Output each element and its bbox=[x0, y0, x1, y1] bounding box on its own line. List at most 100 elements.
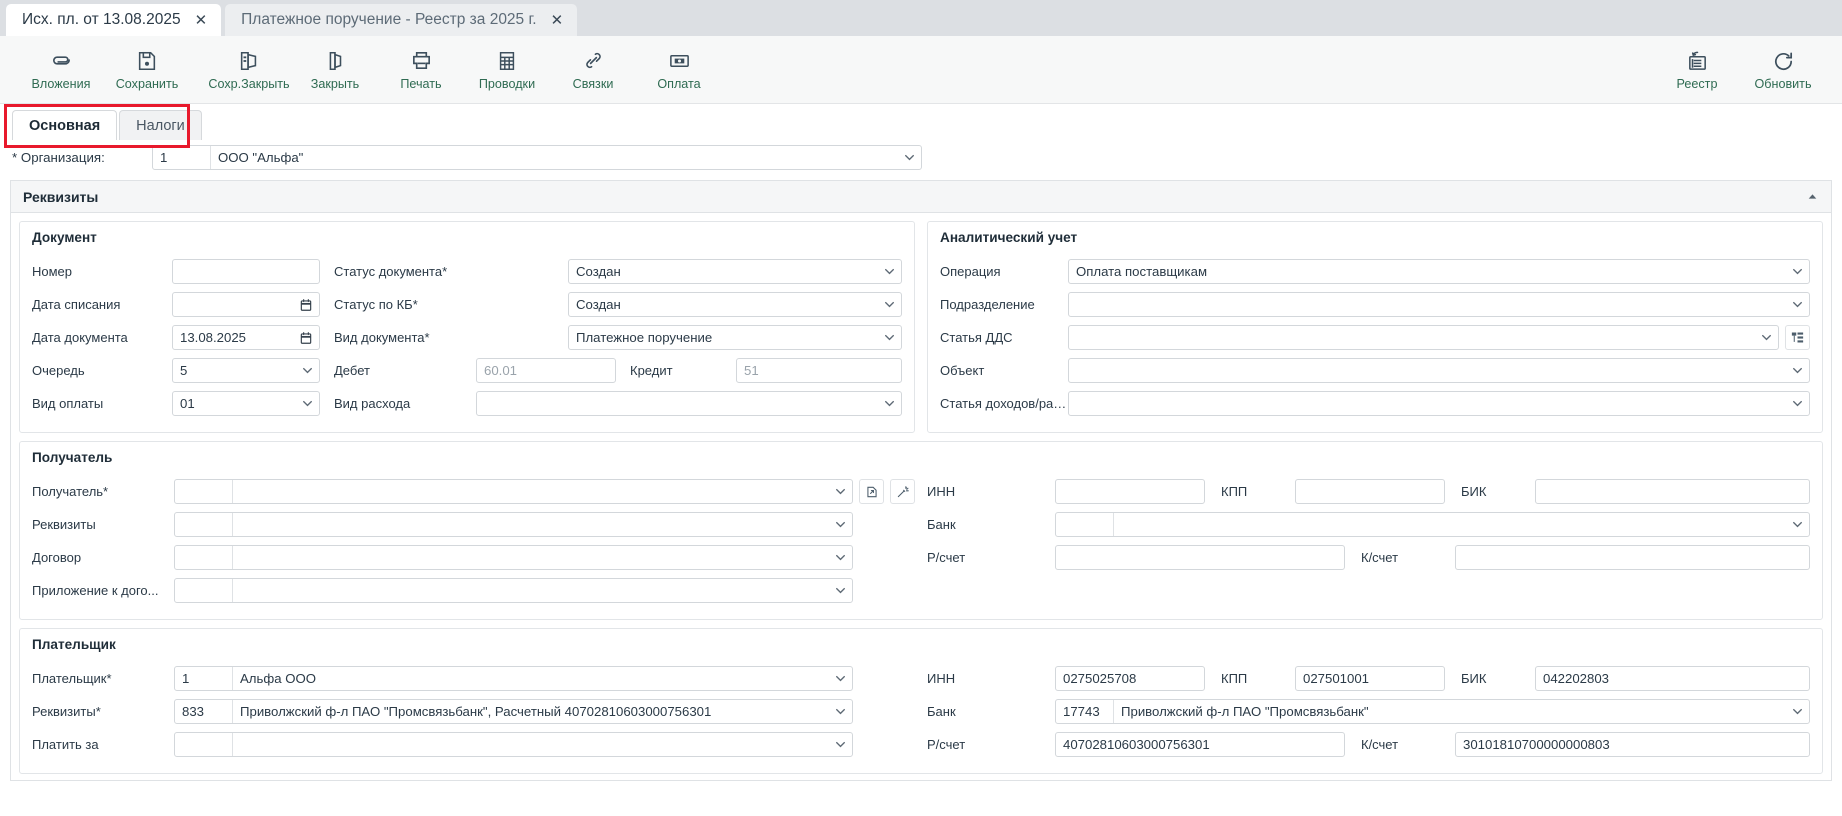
close-icon[interactable]: ✕ bbox=[194, 11, 208, 29]
links-button[interactable]: Связки bbox=[550, 40, 636, 100]
close-button[interactable]: Закрыть bbox=[292, 40, 378, 100]
kredit-input[interactable]: 51 bbox=[736, 358, 902, 383]
status-kb-select[interactable]: Создан bbox=[568, 292, 902, 317]
payer-rekvizity-value[interactable]: Приволжский ф-л ПАО "Промсвязьбанк", Рас… bbox=[240, 704, 712, 719]
window-tab-payment-order[interactable]: Исх. пл. от 13.08.2025 ✕ bbox=[6, 4, 222, 36]
chevron-down-icon[interactable] bbox=[828, 584, 852, 597]
recipient-inn-input[interactable] bbox=[1055, 479, 1205, 504]
statya-dohodov-select[interactable] bbox=[1068, 391, 1810, 416]
poluchatel-combo[interactable] bbox=[174, 479, 853, 504]
statya-dds-select[interactable] bbox=[1068, 325, 1779, 350]
organization-combo[interactable]: 1 ООО "Альфа" bbox=[152, 144, 922, 170]
registry-icon bbox=[1686, 49, 1709, 73]
save-button[interactable]: Сохранить bbox=[104, 40, 190, 100]
dogovor-code[interactable] bbox=[175, 546, 233, 569]
prilozhenie-combo[interactable] bbox=[174, 578, 853, 603]
calendar-icon[interactable] bbox=[293, 331, 319, 345]
payer-kpp-input[interactable]: 027501001 bbox=[1295, 666, 1445, 691]
payer-bik-input[interactable]: 042202803 bbox=[1535, 666, 1810, 691]
refresh-button[interactable]: Обновить bbox=[1740, 40, 1826, 100]
chevron-down-icon[interactable] bbox=[295, 397, 319, 410]
chevron-down-icon[interactable] bbox=[828, 738, 852, 751]
chevron-down-icon[interactable] bbox=[877, 298, 901, 311]
poluchatel-code[interactable] bbox=[175, 480, 233, 503]
organization-code[interactable]: 1 bbox=[153, 145, 211, 169]
close-icon[interactable]: ✕ bbox=[550, 11, 564, 29]
platit-za-combo[interactable] bbox=[174, 732, 853, 757]
recipient-bank-combo[interactable] bbox=[1055, 512, 1810, 537]
platit-za-code[interactable] bbox=[175, 733, 233, 756]
row-payer-rekvizity: Реквизиты* 833 Приволжский ф-л ПАО "Пром… bbox=[32, 695, 915, 728]
chevron-down-icon[interactable] bbox=[1785, 705, 1809, 718]
payer-bank-code[interactable]: 17743 bbox=[1056, 700, 1114, 723]
recipient-rekvizity-combo[interactable] bbox=[174, 512, 853, 537]
chevron-down-icon[interactable] bbox=[1785, 298, 1809, 311]
payer-bank-value[interactable]: Приволжский ф-л ПАО "Промсвязьбанк" bbox=[1121, 704, 1369, 719]
data-dokumenta-value[interactable]: 13.08.2025 bbox=[180, 330, 247, 345]
vid-rashoda-select[interactable] bbox=[476, 391, 902, 416]
chevron-down-icon[interactable] bbox=[295, 364, 319, 377]
recipient-bik-input[interactable] bbox=[1535, 479, 1810, 504]
chevron-down-icon[interactable] bbox=[828, 485, 852, 498]
vid-oplaty-select[interactable]: 01 bbox=[172, 391, 320, 416]
tree-icon[interactable] bbox=[1785, 325, 1810, 350]
recipient-rekvizity-code[interactable] bbox=[175, 513, 233, 536]
save-close-button[interactable]: Сохр.Закрыть bbox=[206, 40, 292, 100]
chevron-down-icon[interactable] bbox=[877, 331, 901, 344]
vid-dokumenta-select[interactable]: Платежное поручение bbox=[568, 325, 902, 350]
chevron-down-icon[interactable] bbox=[828, 672, 852, 685]
recipient-bank-code[interactable] bbox=[1056, 513, 1114, 536]
chevron-down-icon[interactable] bbox=[877, 265, 901, 278]
recipient-rschet-input[interactable] bbox=[1055, 545, 1345, 570]
payer-bank-combo[interactable]: 17743 Приволжский ф-л ПАО "Промсвязьбанк… bbox=[1055, 699, 1810, 724]
platelshchik-code[interactable]: 1 bbox=[175, 667, 233, 690]
open-external-icon[interactable] bbox=[859, 479, 884, 504]
chevron-down-icon[interactable] bbox=[877, 397, 901, 410]
ochered-select[interactable]: 5 bbox=[172, 358, 320, 383]
platelshchik-combo[interactable]: 1 Альфа ООО bbox=[174, 666, 853, 691]
status-dokumenta-select[interactable]: Создан bbox=[568, 259, 902, 284]
tab-osnovnaya[interactable]: Основная bbox=[12, 110, 118, 140]
attachments-button[interactable]: Вложения bbox=[18, 40, 104, 100]
magic-wand-icon[interactable] bbox=[890, 479, 915, 504]
requisites-panel-header[interactable]: Реквизиты bbox=[11, 181, 1831, 213]
tab-nalogi[interactable]: Налоги bbox=[119, 110, 202, 140]
chevron-down-icon[interactable] bbox=[1785, 364, 1809, 377]
status-dokumenta-value: Создан bbox=[576, 264, 621, 279]
chevron-down-icon[interactable] bbox=[1785, 397, 1809, 410]
chevron-down-icon[interactable] bbox=[1785, 265, 1809, 278]
data-dokumenta-datepicker[interactable]: 13.08.2025 bbox=[172, 325, 320, 350]
recipient-kpp-input[interactable] bbox=[1295, 479, 1445, 504]
operaciya-select[interactable]: Оплата поставщикам bbox=[1068, 259, 1810, 284]
chevron-up-icon[interactable] bbox=[1806, 190, 1819, 203]
debet-input[interactable]: 60.01 bbox=[476, 358, 616, 383]
dogovor-combo[interactable] bbox=[174, 545, 853, 570]
podrazdelenie-select[interactable] bbox=[1068, 292, 1810, 317]
window-tab-registry[interactable]: Платежное поручение - Реестр за 2025 г. … bbox=[225, 4, 578, 36]
recipient-kschet-label: К/счет bbox=[1361, 550, 1399, 565]
payment-button[interactable]: Оплата bbox=[636, 40, 722, 100]
row-payer-inn: ИНН 0275025708 КПП 027501001 БИК 0422028… bbox=[927, 662, 1810, 695]
chevron-down-icon[interactable] bbox=[828, 551, 852, 564]
registry-button[interactable]: Реестр bbox=[1654, 40, 1740, 100]
postings-button[interactable]: Проводки bbox=[464, 40, 550, 100]
payer-rekvizity-combo[interactable]: 833 Приволжский ф-л ПАО "Промсвязьбанк",… bbox=[174, 699, 853, 724]
data-spisaniya-datepicker[interactable] bbox=[172, 292, 320, 317]
print-button[interactable]: Печать bbox=[378, 40, 464, 100]
payer-rekvizity-code[interactable]: 833 bbox=[175, 700, 233, 723]
calendar-icon[interactable] bbox=[293, 298, 319, 312]
chevron-down-icon[interactable] bbox=[897, 151, 921, 164]
payer-rschet-input[interactable]: 40702810603000756301 bbox=[1055, 732, 1345, 757]
chevron-down-icon[interactable] bbox=[828, 705, 852, 718]
chevron-down-icon[interactable] bbox=[1785, 518, 1809, 531]
recipient-kschet-input[interactable] bbox=[1455, 545, 1810, 570]
prilozhenie-code[interactable] bbox=[175, 579, 233, 602]
payer-kschet-input[interactable]: 30101810700000000803 bbox=[1455, 732, 1810, 757]
chevron-down-icon[interactable] bbox=[1754, 331, 1778, 344]
organization-name[interactable]: ООО "Альфа" bbox=[218, 149, 304, 165]
nomer-input[interactable] bbox=[172, 259, 320, 284]
chevron-down-icon[interactable] bbox=[828, 518, 852, 531]
platelshchik-value[interactable]: Альфа ООО bbox=[240, 671, 316, 686]
obekt-select[interactable] bbox=[1068, 358, 1810, 383]
payer-inn-input[interactable]: 0275025708 bbox=[1055, 666, 1205, 691]
